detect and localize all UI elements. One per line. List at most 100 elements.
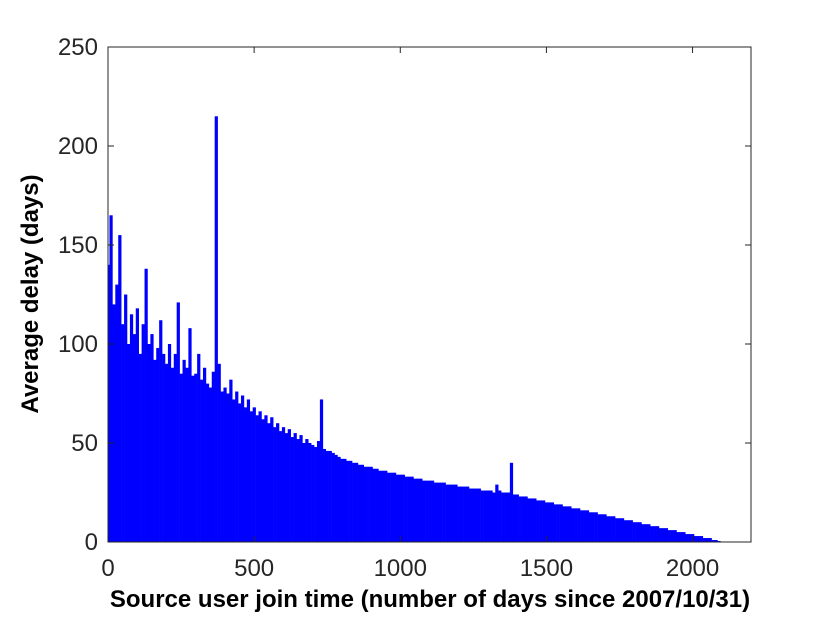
bar (650, 526, 654, 542)
bar (185, 367, 189, 542)
bar (182, 359, 186, 542)
bar (287, 429, 291, 542)
bar (162, 353, 166, 542)
bar (594, 512, 598, 542)
bar (530, 498, 534, 542)
y-axis-label: Average delay (days) (17, 174, 44, 413)
bar (276, 423, 280, 542)
bar (433, 482, 438, 542)
bar (164, 363, 169, 542)
bar (211, 371, 215, 542)
bar (153, 359, 157, 542)
bar (588, 512, 593, 542)
bar (661, 528, 666, 542)
bar (319, 399, 324, 542)
bar (235, 391, 239, 542)
bar (641, 524, 645, 542)
bar (343, 458, 347, 542)
bar (404, 476, 408, 542)
bar (334, 454, 338, 542)
bar (395, 474, 400, 542)
axes-box (107, 46, 752, 543)
bar (305, 439, 309, 542)
bar (229, 379, 233, 542)
bar (308, 443, 312, 542)
bar (553, 504, 557, 542)
bar (202, 367, 207, 542)
bar (150, 334, 154, 542)
bar (173, 353, 177, 542)
bar (261, 419, 265, 542)
bar (667, 530, 671, 542)
bar (658, 528, 663, 542)
bar (369, 466, 373, 542)
bar (635, 522, 639, 542)
bar (314, 446, 318, 542)
bar (156, 347, 160, 542)
y-tick-label: 200 (58, 133, 98, 160)
bar (390, 472, 394, 542)
bar (273, 427, 277, 542)
bar (524, 496, 528, 542)
bar (205, 383, 210, 542)
y-tick-label: 150 (58, 232, 98, 259)
x-tick-label: 0 (101, 555, 114, 582)
bar (124, 294, 128, 542)
bar (612, 516, 616, 542)
bar (325, 450, 329, 542)
bar (708, 538, 712, 542)
bar (246, 399, 251, 542)
bar (384, 470, 388, 542)
bar (243, 407, 248, 542)
bar (670, 530, 674, 542)
bar (638, 522, 642, 542)
bar (585, 510, 590, 542)
bar (331, 452, 335, 542)
bar (258, 411, 262, 542)
bar (296, 439, 300, 542)
bar (249, 411, 253, 542)
bar (647, 524, 651, 542)
bar (457, 486, 461, 542)
bar (600, 514, 604, 542)
bar (255, 415, 259, 542)
bar (474, 488, 479, 542)
bar (454, 484, 458, 542)
bar (664, 528, 669, 542)
bar (696, 536, 701, 542)
bar (144, 268, 148, 542)
bar (618, 518, 622, 542)
bar (471, 488, 476, 542)
bar (609, 516, 613, 542)
bar (486, 490, 490, 542)
bar (527, 498, 531, 542)
bar (620, 518, 625, 542)
bar (504, 492, 508, 542)
bar (506, 492, 511, 542)
bar (176, 302, 180, 542)
bar (109, 215, 113, 542)
bar (226, 393, 230, 542)
bar (489, 490, 493, 542)
bar (220, 391, 224, 542)
bar (240, 395, 245, 542)
bar (270, 417, 274, 542)
bar (606, 516, 610, 542)
bar (407, 476, 411, 542)
bar (644, 524, 648, 542)
bar (340, 458, 344, 542)
bar (121, 324, 125, 542)
bar (392, 472, 397, 542)
bar (290, 437, 294, 542)
bar (656, 526, 660, 542)
bar (547, 502, 552, 542)
bar (188, 328, 192, 542)
bar (360, 464, 365, 542)
bar (442, 482, 446, 542)
bar (521, 496, 525, 542)
bar (495, 484, 499, 542)
y-tick-label: 250 (58, 34, 98, 61)
bar (197, 353, 201, 542)
bar (354, 462, 359, 542)
bar (322, 448, 327, 542)
